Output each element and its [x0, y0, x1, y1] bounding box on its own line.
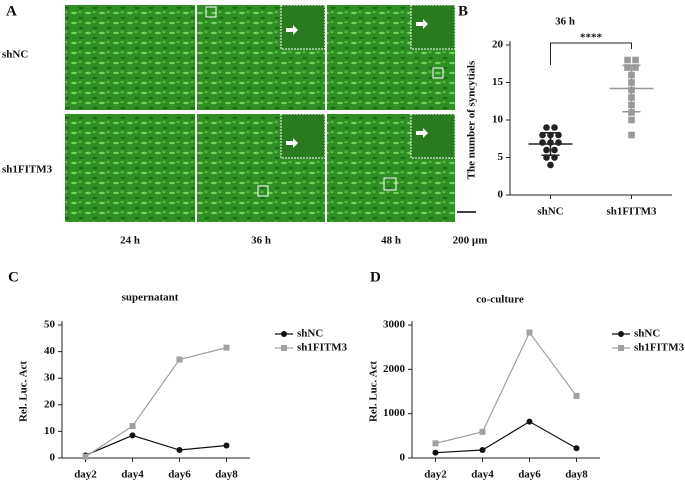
x-tick-label: day8 — [565, 469, 588, 481]
data-point — [632, 56, 639, 64]
x-tick-label: sh1FITM3 — [606, 206, 657, 218]
data-point — [539, 139, 546, 146]
y-tick-label: 1000 — [383, 407, 406, 419]
data-point — [176, 447, 183, 454]
panel-letter: A — [6, 3, 17, 19]
y-tick-label: 5 — [498, 151, 504, 163]
y-tick-label: 0 — [498, 189, 504, 201]
chart-title: supernatant — [122, 292, 179, 304]
data-point — [628, 116, 635, 124]
micrographs — [65, 4, 476, 222]
y-tick-label: 10 — [492, 114, 504, 126]
data-point — [479, 428, 486, 435]
panel-letter: C — [8, 269, 19, 285]
legend-marker — [618, 345, 624, 351]
panel-letter: D — [370, 269, 381, 285]
x-tick-label: day4 — [471, 469, 494, 481]
x-tick-label: day8 — [215, 469, 238, 481]
legend-marker — [281, 331, 287, 337]
data-point — [479, 447, 486, 454]
x-tick-label: day2 — [74, 469, 97, 481]
significance-label: **** — [580, 32, 603, 44]
y-axis-label: Rel. Luc. Act — [18, 361, 30, 422]
y-tick-label: 0 — [400, 452, 406, 464]
data-point — [624, 64, 631, 71]
legend-marker — [281, 345, 287, 351]
legend-label: shNC — [634, 328, 660, 340]
data-point — [129, 432, 136, 439]
data-point — [628, 131, 635, 139]
y-tick-label: 3000 — [383, 319, 406, 331]
data-point — [526, 418, 533, 425]
data-point — [543, 124, 550, 131]
data-point — [526, 329, 533, 336]
time-label: 48 h — [381, 235, 401, 247]
y-tick-label: 2000 — [383, 363, 406, 375]
data-point — [573, 392, 580, 399]
legend-label: shNC — [297, 328, 323, 340]
y-axis-label: The number of syncytials — [466, 60, 478, 179]
y-tick-label: 30 — [44, 372, 56, 384]
time-label: 24 h — [120, 235, 140, 247]
data-point — [543, 146, 550, 154]
time-label: 36 h — [251, 235, 271, 247]
x-tick-label: day6 — [168, 469, 191, 481]
data-point — [223, 344, 230, 351]
panel-letter: B — [458, 3, 468, 19]
chart-title: co-culture — [476, 294, 524, 306]
y-tick-label: 20 — [44, 398, 56, 410]
y-axis-label: Rel. Luc. Act — [368, 361, 380, 422]
data-point — [551, 124, 558, 131]
scale-label: 200 µm — [453, 235, 488, 247]
data-point — [432, 449, 439, 456]
legend-marker — [618, 331, 624, 337]
data-point — [632, 64, 639, 71]
x-tick-label: day6 — [518, 469, 541, 481]
y-tick-label: 15 — [492, 76, 504, 88]
x-tick-label: shNC — [537, 206, 563, 218]
legend-label: sh1FITM3 — [297, 342, 348, 354]
data-point — [555, 139, 562, 146]
series-line — [85, 347, 227, 458]
row-label: shNC — [2, 49, 28, 61]
series-line — [85, 434, 227, 456]
data-point — [432, 440, 439, 447]
chart-title: 36 h — [555, 16, 575, 28]
y-tick-label: 40 — [44, 345, 56, 357]
legend-label: sh1FITM3 — [634, 342, 685, 354]
series-line — [435, 331, 577, 444]
data-point — [547, 161, 554, 169]
y-tick-label: 50 — [44, 319, 56, 331]
data-point — [223, 442, 230, 449]
data-point — [82, 453, 89, 460]
x-tick-label: day2 — [424, 469, 447, 481]
data-point — [129, 423, 136, 430]
x-tick-label: day4 — [121, 469, 144, 481]
data-point — [624, 56, 631, 64]
row-label: sh1FITM3 — [2, 164, 53, 176]
data-point — [176, 356, 183, 363]
data-point — [628, 109, 635, 116]
y-tick-label: 10 — [44, 425, 56, 437]
significance-bracket — [550, 42, 632, 65]
data-point — [573, 445, 580, 452]
data-point — [551, 146, 558, 154]
series-line — [435, 420, 577, 454]
y-tick-label: 20 — [492, 39, 504, 51]
y-tick-label: 0 — [50, 452, 56, 464]
